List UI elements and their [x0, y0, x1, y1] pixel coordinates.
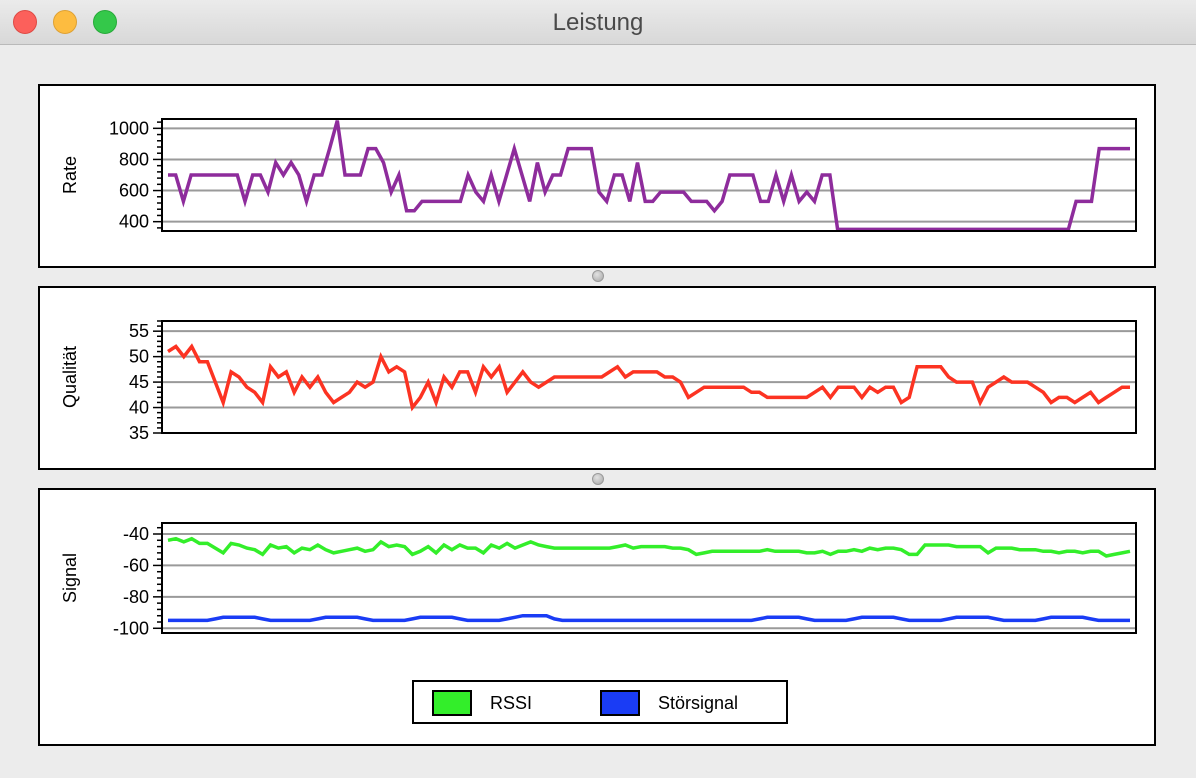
signal-panel: -100 -80 -60 -40 Signal RSSI Störsignal: [38, 488, 1156, 746]
y-tick-label: 55: [129, 321, 149, 341]
legend-label-interference: Störsignal: [658, 693, 739, 713]
close-window-button[interactable]: [13, 10, 37, 34]
y-tick-label: 1000: [109, 118, 149, 138]
y-axis-label: Signal: [60, 553, 80, 603]
y-axis-label: Rate: [60, 156, 80, 194]
legend-swatch-rssi: [432, 690, 472, 716]
plot-area-frame: [161, 522, 1137, 634]
rate-chart: 400 600 800 1000 Rate: [60, 118, 1137, 232]
window-title: Leistung: [552, 9, 644, 36]
y-tick-label: 40: [129, 398, 149, 418]
series-line-rssi: [167, 536, 1131, 558]
series-line-rate: [168, 120, 1130, 232]
split-view-divider-2[interactable]: [592, 473, 604, 485]
quality-panel: 35 40 45 50 55 Qualität: [38, 286, 1156, 470]
y-tick-label: 800: [119, 149, 149, 169]
zoom-window-button[interactable]: [93, 10, 117, 34]
signal-legend: RSSI Störsignal: [412, 680, 788, 724]
plot-area-frame: [161, 118, 1137, 232]
y-tick-label: -80: [123, 587, 149, 607]
rate-panel: 400 600 800 1000 Rate: [38, 84, 1156, 268]
y-tick-label: -100: [113, 618, 149, 638]
y-tick-label: 35: [129, 423, 149, 443]
y-tick-label: -40: [123, 524, 149, 544]
y-tick-label: -60: [123, 555, 149, 575]
minimize-window-button[interactable]: [53, 10, 77, 34]
series-line-quality: [167, 343, 1130, 412]
title-bar[interactable]: Leistung: [0, 0, 1196, 45]
legend-swatch-interference: [600, 690, 640, 716]
y-tick-label: 50: [129, 347, 149, 367]
series-line-interference: [168, 613, 1130, 623]
signal-chart: -100 -80 -60 -40 Signal: [60, 522, 1137, 638]
y-axis-label: Qualität: [60, 346, 80, 408]
quality-chart: 35 40 45 50 55 Qualität: [60, 320, 1137, 443]
y-tick-label: 600: [119, 181, 149, 201]
plot-area-frame: [161, 320, 1137, 434]
y-tick-label: 400: [119, 212, 149, 232]
legend-label-rssi: RSSI: [490, 693, 533, 713]
split-view-divider-1[interactable]: [592, 270, 604, 282]
y-tick-label: 45: [129, 372, 149, 392]
